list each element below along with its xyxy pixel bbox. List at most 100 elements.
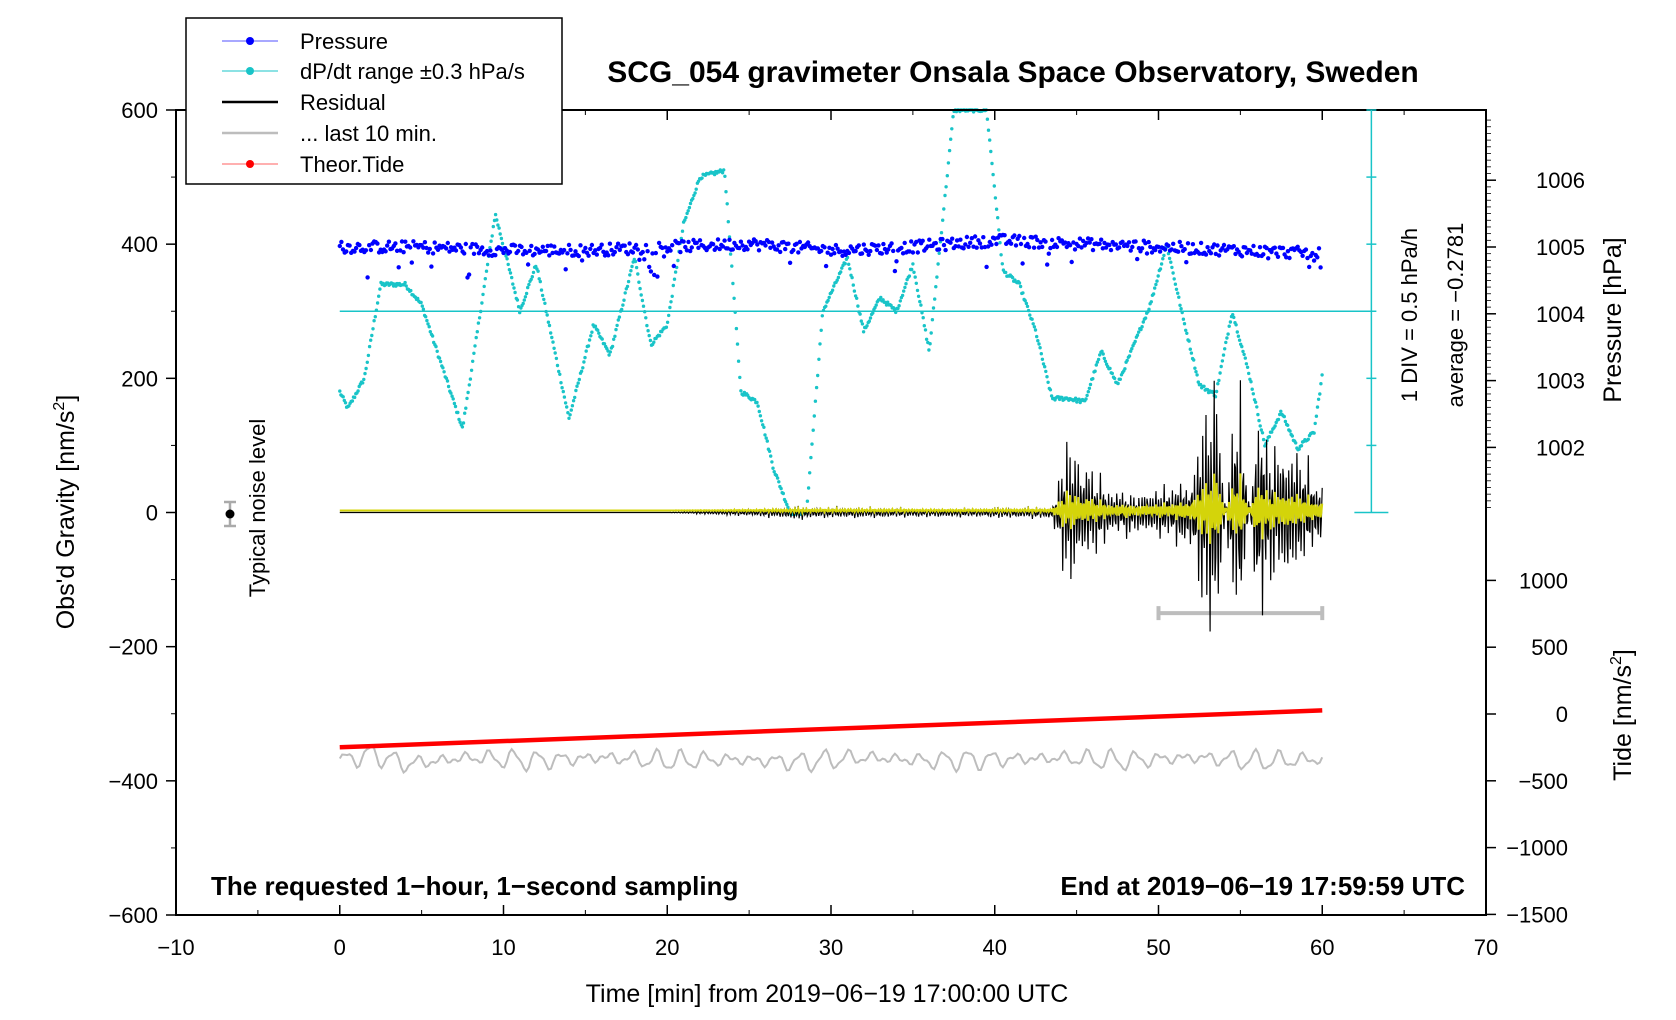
- dpdt-point: [589, 334, 593, 338]
- dpdt-point: [774, 473, 779, 478]
- pressure-point: [866, 252, 871, 257]
- dpdt-point: [364, 366, 368, 371]
- pressure-point: [853, 248, 858, 254]
- pressure-point: [1108, 247, 1114, 253]
- dpdt-point: [896, 306, 900, 311]
- pressure-point: [974, 245, 979, 250]
- pressure-point: [1069, 259, 1074, 265]
- dpdt-point: [1091, 377, 1095, 381]
- dpdt-point: [552, 346, 556, 350]
- pressure-point: [470, 241, 475, 247]
- pressure-point: [794, 241, 799, 246]
- dpdt-point: [587, 338, 592, 342]
- dpdt-point: [404, 284, 408, 288]
- dpdt-point: [898, 299, 902, 303]
- pressure-point: [686, 239, 691, 245]
- dpdt-point: [644, 316, 648, 320]
- dpdt-point: [1021, 291, 1025, 295]
- dpdt-point: [1044, 369, 1048, 374]
- sampling-annotation: The requested 1−hour, 1−second sampling: [211, 871, 738, 901]
- pressure-point: [1153, 247, 1158, 253]
- dpdt-point: [941, 218, 945, 222]
- pressure-point: [640, 249, 645, 255]
- dpdt-point: [809, 455, 813, 460]
- dpdt-point: [771, 466, 775, 470]
- pressure-point: [1079, 245, 1084, 250]
- pressure-point: [579, 258, 585, 263]
- dpdt-point: [1040, 357, 1045, 361]
- dpdt-point: [536, 269, 540, 273]
- pressure-point: [1261, 252, 1266, 257]
- x-tick-label: 30: [819, 935, 843, 960]
- dpdt-point: [576, 381, 580, 385]
- dpdt-point: [377, 294, 381, 298]
- pressure-point: [357, 242, 362, 248]
- pressure-point: [1002, 233, 1007, 238]
- pressure-point: [1021, 235, 1027, 241]
- dpdt-point: [1037, 342, 1041, 346]
- dpdt-point: [565, 405, 569, 409]
- y-tick-label: −400: [108, 769, 158, 794]
- pressure-point: [642, 257, 647, 262]
- dpdt-point: [1243, 356, 1248, 360]
- dpdt-point: [500, 241, 505, 246]
- dpdt-point: [582, 360, 586, 364]
- dpdt-point: [826, 298, 830, 303]
- legend-label-dpdt: dP/dt range ±0.3 hPa/s: [300, 59, 525, 84]
- dpdt-point: [851, 283, 855, 287]
- dpdt-point: [1046, 380, 1050, 384]
- dpdt-point: [458, 420, 462, 424]
- pressure-point: [1125, 243, 1130, 249]
- pressure-point: [1013, 243, 1019, 248]
- dpdt-point: [1030, 317, 1034, 321]
- dpdt-point: [914, 281, 918, 285]
- dpdt-point: [1312, 431, 1316, 435]
- pressure-point: [786, 241, 791, 246]
- tide-tick-label: −1500: [1506, 902, 1568, 927]
- dpdt-point: [1176, 291, 1180, 295]
- pressure-point: [583, 245, 588, 251]
- dpdt-point: [1288, 429, 1292, 433]
- pressure-point: [594, 252, 599, 257]
- pressure-point: [1090, 247, 1096, 253]
- dpdt-point: [810, 442, 814, 446]
- pressure-point: [963, 242, 968, 247]
- pressure-point: [1177, 239, 1183, 245]
- pressure-point: [1251, 243, 1256, 249]
- pressure-point: [1203, 252, 1209, 257]
- dpdt-point: [848, 267, 852, 271]
- dpdt-point: [1038, 346, 1042, 350]
- dpdt-point: [1318, 392, 1322, 396]
- dpdt-point: [999, 253, 1003, 257]
- pressure-point: [720, 244, 726, 249]
- dpdt-point: [1195, 373, 1199, 377]
- dpdt-point: [593, 324, 598, 328]
- pressure-point: [979, 245, 984, 250]
- pressure-point: [1128, 248, 1133, 253]
- pressure-point: [1185, 241, 1191, 246]
- axes-layer: −10 0 10 20 30 40 50 60 70 600 400 200 0 −200 −400 −600…: [108, 98, 1585, 960]
- dpdt-point: [449, 391, 453, 395]
- dpdt-point: [622, 298, 626, 302]
- pressure-point: [1190, 242, 1196, 247]
- pressure-point: [864, 248, 870, 254]
- pressure-point: [977, 241, 983, 246]
- pressure-point: [363, 248, 369, 253]
- pressure-point: [493, 253, 498, 258]
- pressure-point: [961, 246, 966, 251]
- dpdt-point: [638, 286, 642, 291]
- dpdt-point: [1036, 339, 1040, 343]
- pressure-point: [1054, 244, 1060, 250]
- dpdt-point: [1103, 359, 1108, 363]
- legend-marker-dpdt: [246, 67, 254, 75]
- dpdt-point: [1127, 354, 1132, 358]
- dpdt-point: [720, 171, 725, 175]
- pressure-point: [710, 242, 716, 247]
- pressure-point: [525, 262, 531, 267]
- dpdt-point: [584, 349, 588, 353]
- dpdt-point: [667, 313, 671, 318]
- pressure-point: [601, 249, 606, 254]
- dpdt-point: [813, 399, 818, 403]
- dpdt-point: [691, 196, 695, 201]
